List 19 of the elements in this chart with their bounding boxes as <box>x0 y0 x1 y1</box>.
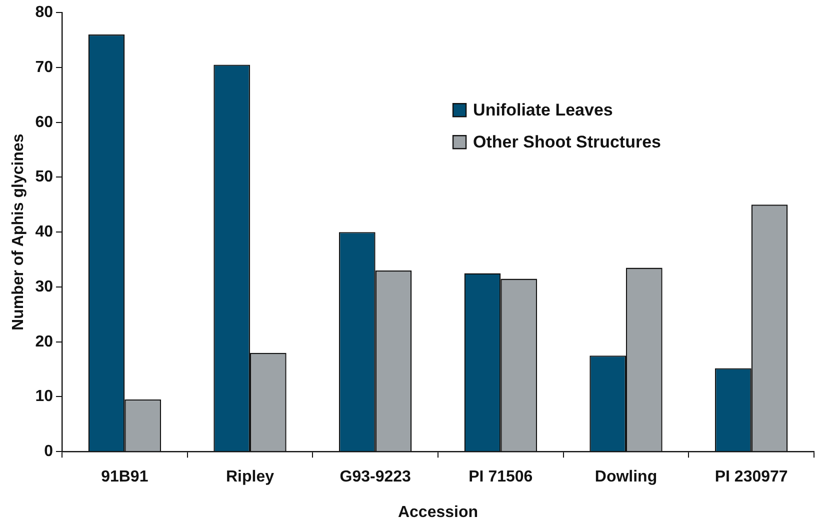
y-axis-title: Number of Aphis glycines <box>10 134 28 330</box>
legend-label: Other Shoot Structures <box>473 132 662 152</box>
y-tick-label: 80 <box>35 4 54 22</box>
legend-label: Unifoliate Leaves <box>473 100 613 120</box>
y-tick-label: 70 <box>35 58 54 76</box>
y-tick-label: 20 <box>35 333 54 350</box>
x-axis-title: Accession <box>398 504 478 521</box>
x-tick-label: PI 71506 <box>468 468 533 486</box>
y-tick-label: 50 <box>35 168 54 186</box>
x-tick-label: Ripley <box>226 468 274 486</box>
y-tick-label: 40 <box>35 224 54 241</box>
x-tick-label: G93-9223 <box>340 468 412 486</box>
x-tick-label: 91B91 <box>101 468 148 486</box>
y-tick-label: 60 <box>35 114 54 131</box>
x-tick-label: PI 230977 <box>714 468 788 486</box>
x-tick-label: Dowling <box>594 468 658 486</box>
y-tick-label: 10 <box>35 388 54 406</box>
y-tick-label: 30 <box>35 278 54 296</box>
y-tick-label: 0 <box>44 443 54 460</box>
